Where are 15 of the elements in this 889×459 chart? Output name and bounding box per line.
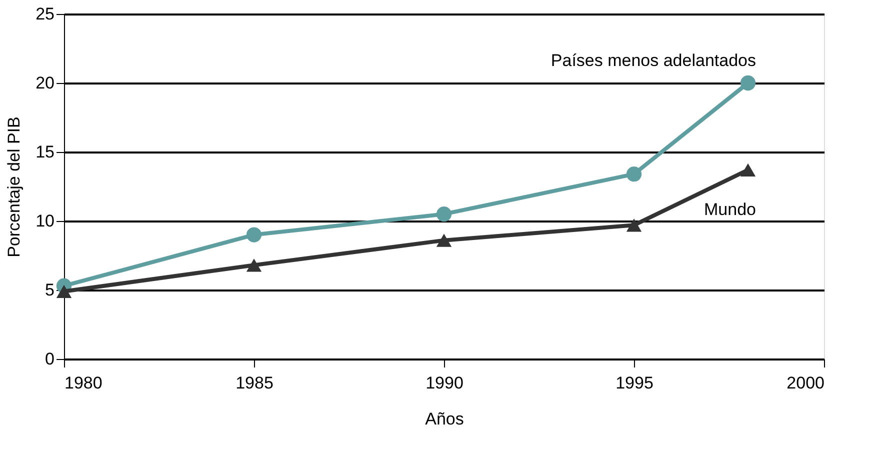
- x-tick-label: 1980: [64, 374, 102, 392]
- y-tick-label: 25: [36, 4, 54, 24]
- series-label: Mundo: [704, 200, 756, 219]
- y-axis-title: Porcentaje del PIB: [4, 116, 24, 258]
- x-tick-label: 2000: [786, 374, 824, 392]
- x-tick-label: 1995: [616, 374, 654, 392]
- y-tick-label: 20: [36, 74, 54, 92]
- y-tick-label: 5: [45, 280, 54, 300]
- y-tick-label: 10: [36, 212, 54, 230]
- y-tick-label: 15: [36, 142, 54, 162]
- series-label: Países menos adelantados: [550, 51, 756, 70]
- x-tick-label: 1985: [236, 374, 274, 392]
- y-tick-label: 0: [45, 350, 54, 368]
- x-axis-title: Años: [425, 410, 464, 428]
- x-tick-label: 1990: [426, 374, 464, 392]
